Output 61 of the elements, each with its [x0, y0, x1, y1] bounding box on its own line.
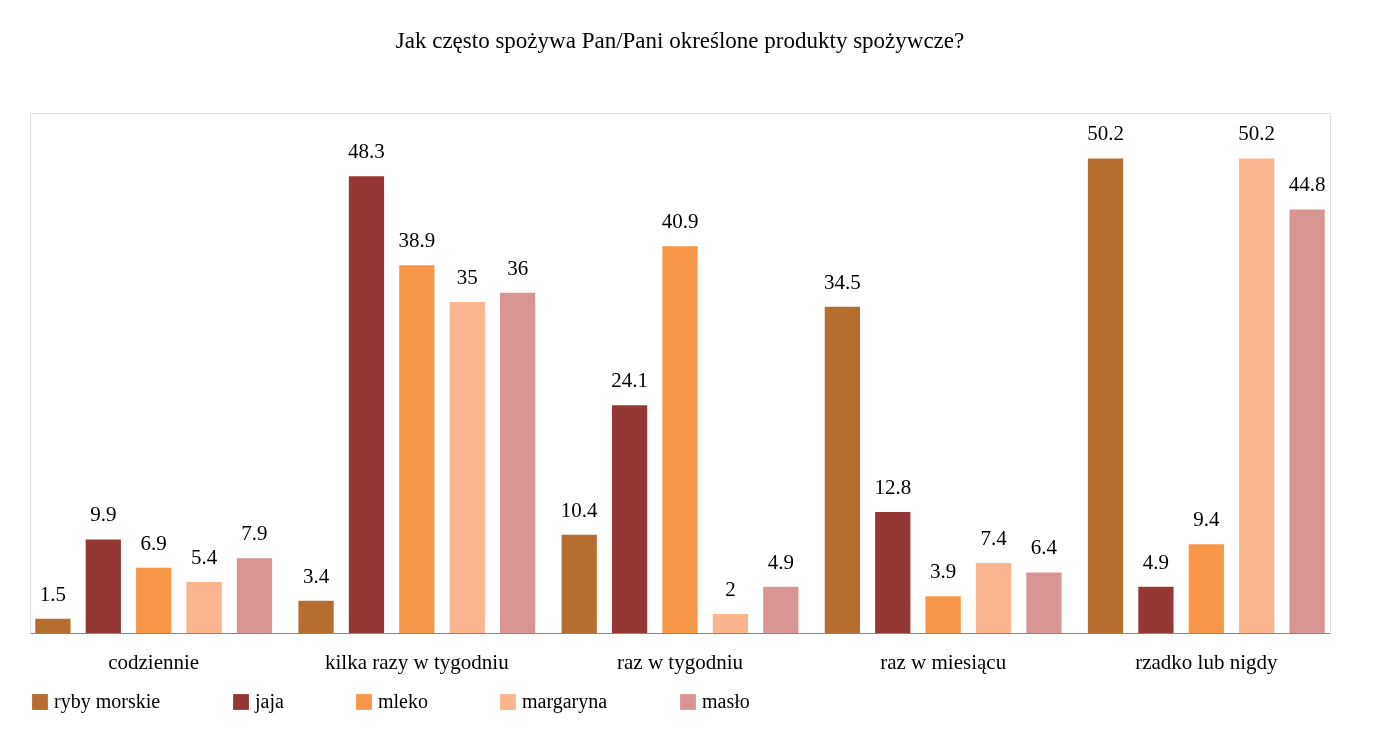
bar — [975, 563, 1012, 633]
bar — [712, 614, 749, 633]
bar — [35, 618, 71, 633]
data-label: 36 — [507, 255, 529, 280]
bar — [611, 405, 648, 633]
bar — [1138, 586, 1174, 633]
bar — [1289, 209, 1325, 633]
data-label: 7.9 — [241, 521, 268, 546]
data-label: 38.9 — [398, 228, 436, 253]
x-tick-label: rzadko lub nigdy — [1135, 649, 1278, 674]
data-label: 48.3 — [348, 139, 385, 164]
bar — [85, 539, 121, 633]
data-label: 24.1 — [611, 368, 648, 393]
data-label: 6.9 — [140, 530, 167, 555]
legend-label: ryby morskie — [54, 690, 161, 713]
data-label: 50.2 — [1087, 121, 1124, 146]
data-label: 40.9 — [661, 209, 699, 234]
legend-label: mleko — [378, 690, 428, 712]
legend-label: margaryna — [522, 690, 608, 713]
x-tick-label: kilka razy w tygodniu — [324, 649, 510, 674]
data-label: 6.4 — [1030, 535, 1058, 560]
bar — [449, 302, 485, 633]
data-label: 2 — [725, 577, 736, 602]
bar — [875, 511, 911, 633]
data-label: 3.4 — [302, 563, 330, 588]
data-label: 4.9 — [1142, 549, 1170, 574]
bar — [186, 581, 222, 633]
bar — [925, 596, 961, 633]
bar — [136, 567, 172, 633]
bar — [499, 292, 536, 633]
bar — [1026, 572, 1062, 633]
x-tick-label: raz w miesiącu — [880, 649, 1007, 674]
data-label: 9.4 — [1193, 507, 1220, 532]
data-label: 50.2 — [1238, 121, 1276, 146]
data-label: 9.9 — [90, 502, 117, 527]
chart-title: Jak często spożywa Pan/Pani określone produkty spożywcze? — [395, 28, 965, 53]
bar — [298, 600, 334, 633]
bar — [1188, 544, 1224, 633]
data-label: 3.9 — [930, 559, 957, 584]
legend-label: jaja — [254, 690, 284, 713]
x-tick-label: raz w tygodniu — [617, 649, 744, 674]
bar — [824, 306, 861, 633]
bar — [662, 246, 698, 633]
bar — [1239, 158, 1275, 633]
data-label: 35 — [456, 265, 478, 290]
data-label: 5.4 — [190, 544, 218, 569]
legend-label: masło — [702, 690, 750, 712]
bar — [1087, 158, 1124, 633]
bar — [236, 558, 273, 633]
data-label: 10.4 — [560, 497, 599, 522]
data-label: 44.8 — [1288, 172, 1326, 197]
bar — [561, 534, 597, 633]
data-label: 4.9 — [767, 549, 794, 574]
bar — [348, 176, 385, 633]
data-label: 7.4 — [980, 526, 1008, 551]
bar — [763, 586, 799, 633]
x-tick-label: codziennie — [108, 649, 200, 674]
data-label: 1.5 — [39, 581, 67, 606]
data-label: 34.5 — [824, 269, 861, 294]
bar — [399, 265, 435, 633]
data-label: 12.8 — [874, 474, 912, 499]
